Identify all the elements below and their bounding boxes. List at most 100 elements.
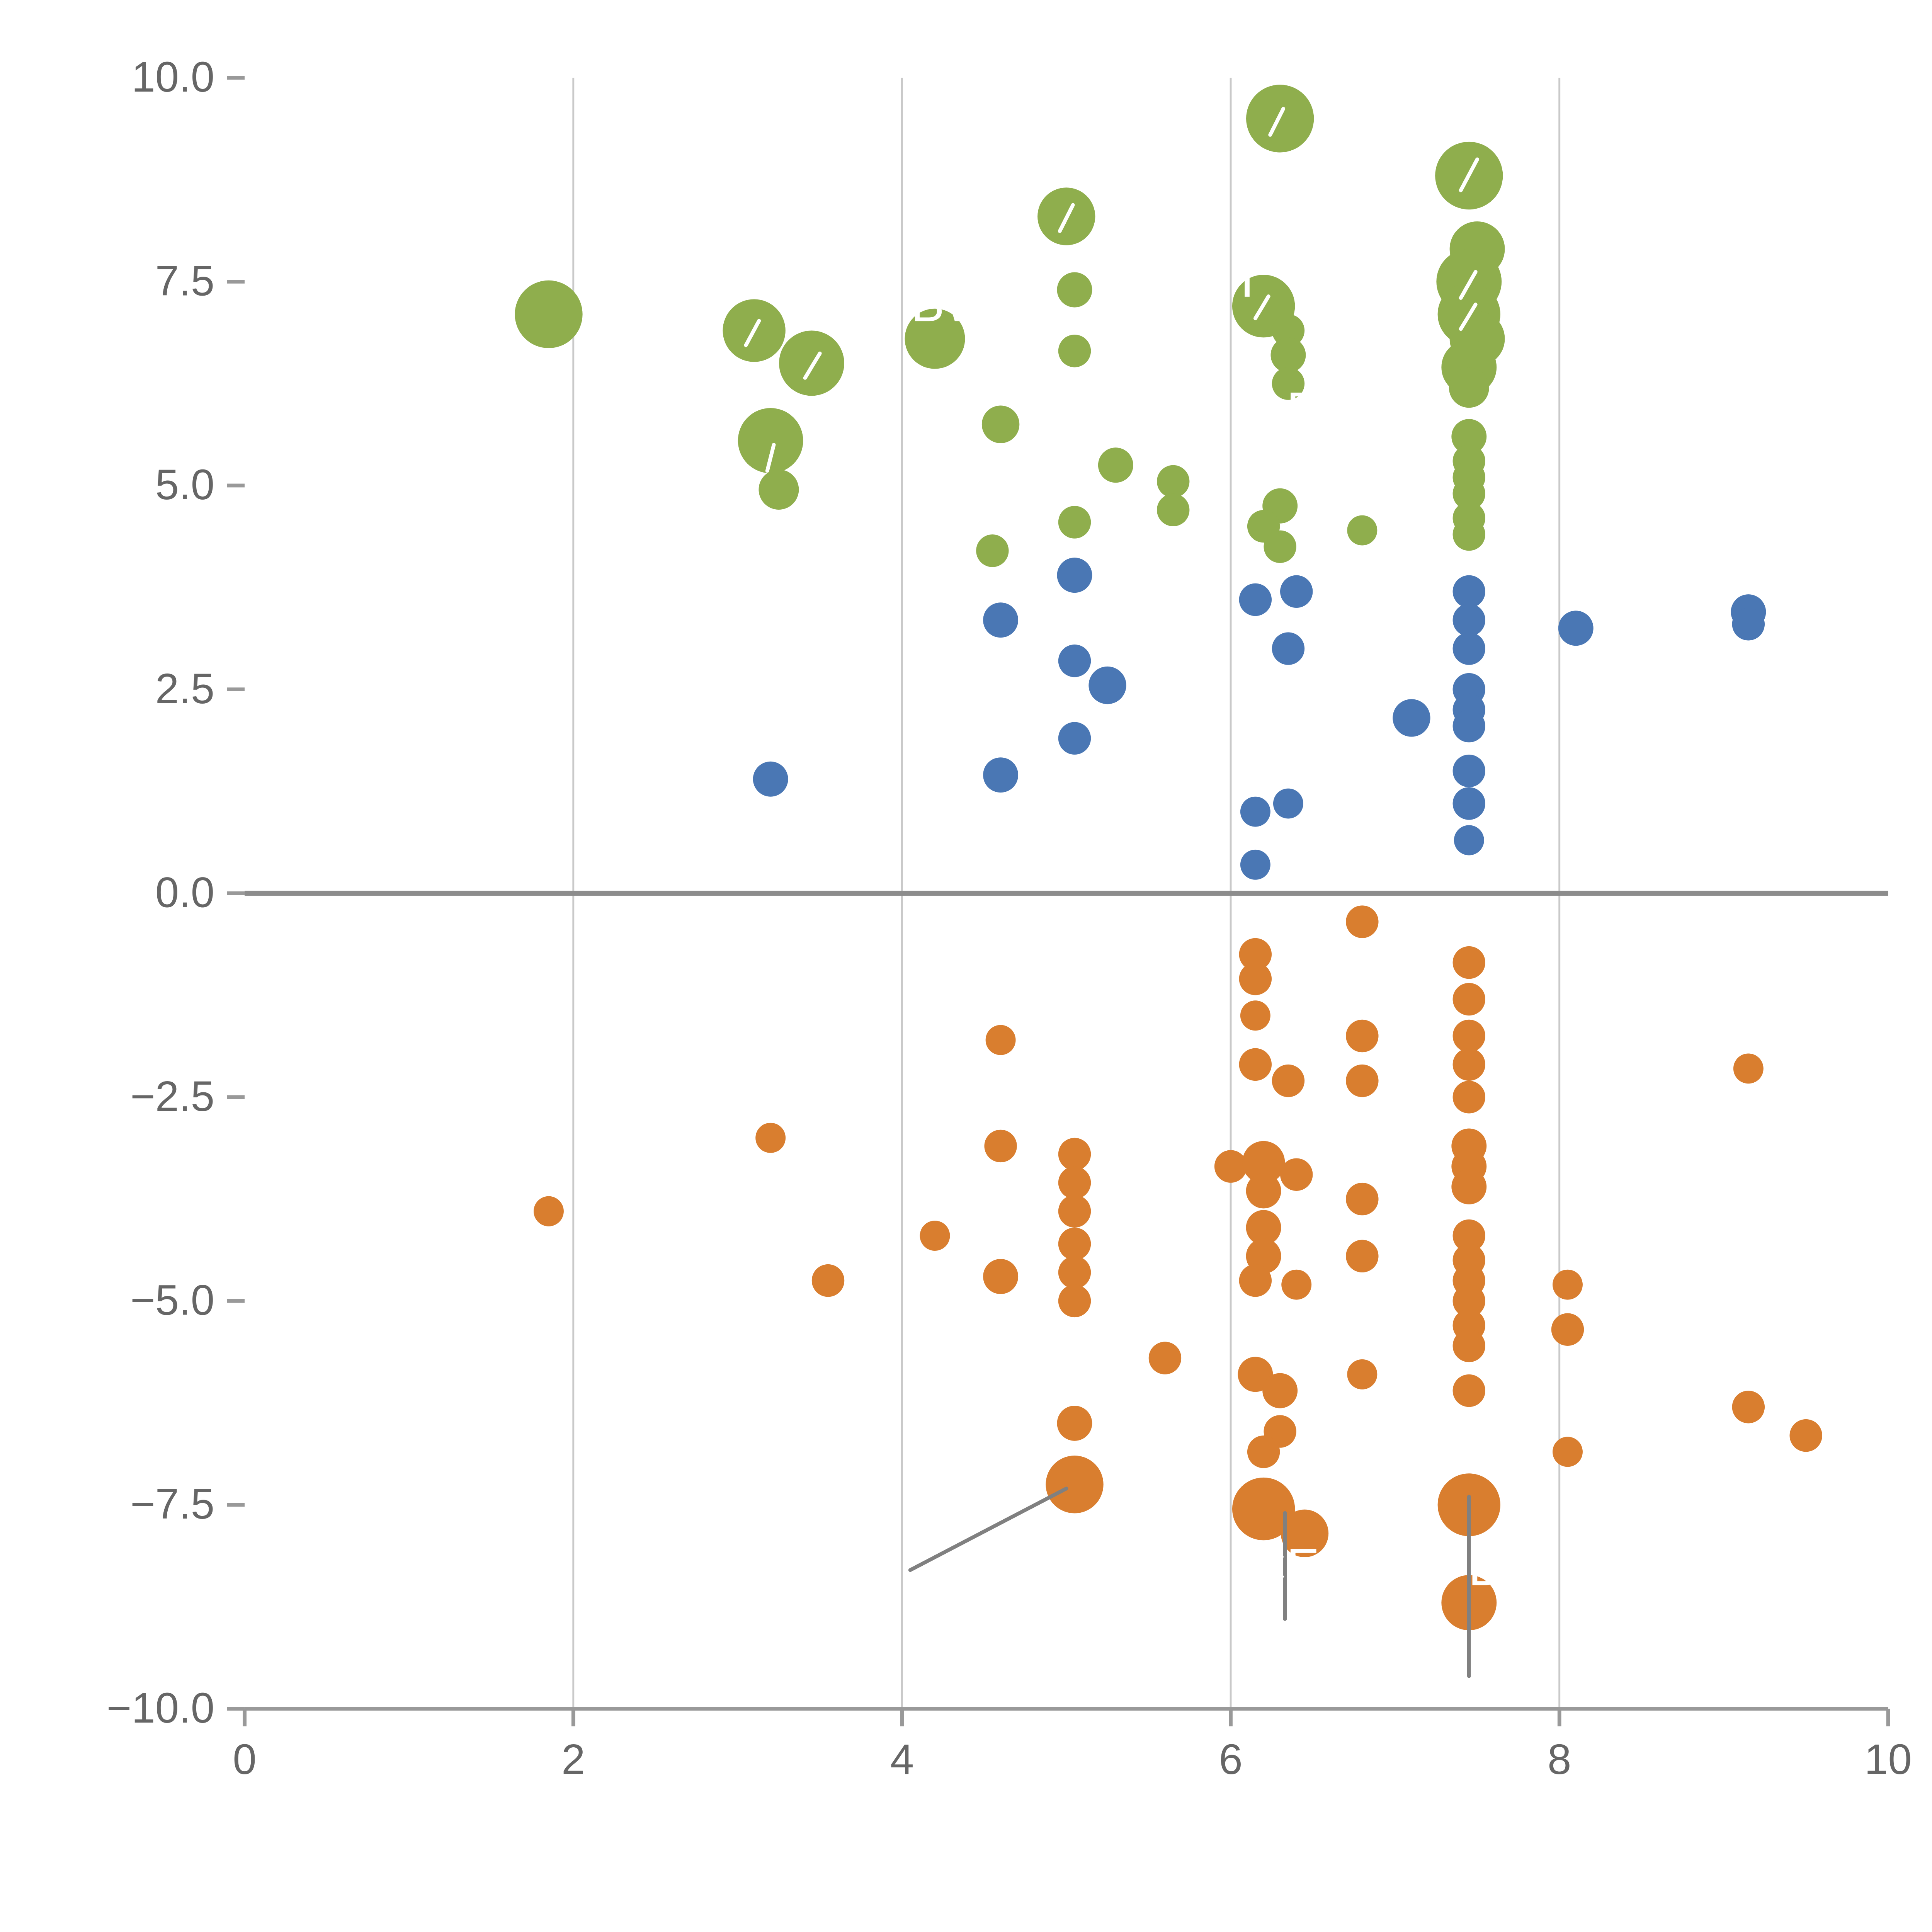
bubble[interactable]: [1346, 1019, 1379, 1053]
bubble[interactable]: [1058, 722, 1091, 755]
bubble[interactable]: [983, 1259, 1019, 1294]
bubble[interactable]: [1239, 1048, 1272, 1081]
bubble[interactable]: [811, 1264, 845, 1297]
bubble[interactable]: [1452, 1374, 1485, 1407]
bubble[interactable]: [1449, 367, 1489, 408]
bubble[interactable]: [515, 280, 583, 348]
bubble[interactable]: [1452, 946, 1485, 979]
bubble[interactable]: [1240, 1000, 1270, 1031]
bubble[interactable]: [1452, 575, 1485, 608]
bubble[interactable]: [920, 1221, 950, 1251]
bubble[interactable]: [1088, 666, 1126, 704]
bubble[interactable]: [1551, 1313, 1584, 1346]
bubble[interactable]: [1452, 1284, 1485, 1318]
bubble[interactable]: [1732, 1391, 1765, 1423]
bubble[interactable]: [1058, 1195, 1091, 1228]
bubble[interactable]: [1451, 1169, 1487, 1204]
bubble[interactable]: [1058, 335, 1091, 367]
bubble[interactable]: [1451, 419, 1487, 454]
bubble[interactable]: [1242, 1141, 1285, 1184]
bubble[interactable]: [1553, 1437, 1583, 1467]
bubble[interactable]: [1057, 272, 1092, 308]
bubble[interactable]: [1272, 314, 1305, 347]
bubble[interactable]: [1454, 825, 1484, 855]
bubble[interactable]: [1058, 1284, 1091, 1318]
bubble[interactable]: [1058, 1166, 1091, 1199]
bubble[interactable]: [1452, 632, 1485, 665]
bubble[interactable]: [1452, 1019, 1485, 1053]
bubble[interactable]: [1238, 1357, 1273, 1392]
bubble[interactable]: [1046, 1456, 1104, 1514]
bubble[interactable]: [1346, 1240, 1379, 1273]
bubble[interactable]: [1272, 367, 1305, 400]
bubble[interactable]: [1058, 645, 1091, 677]
bubble[interactable]: [1452, 1219, 1485, 1252]
bubble[interactable]: [1452, 1329, 1485, 1362]
bubble[interactable]: [1452, 518, 1485, 551]
bubble[interactable]: [1058, 1138, 1091, 1171]
bubble[interactable]: [1281, 1509, 1329, 1558]
bubble[interactable]: [983, 602, 1019, 638]
bubble[interactable]: [1262, 1373, 1298, 1408]
bubble[interactable]: [1281, 1269, 1312, 1300]
bubble[interactable]: [534, 1196, 564, 1226]
bubble[interactable]: [1273, 788, 1303, 819]
bubble[interactable]: [1148, 1342, 1182, 1374]
bubble[interactable]: [1246, 1210, 1281, 1245]
bubble[interactable]: [905, 308, 965, 369]
bubble[interactable]: [1452, 604, 1485, 636]
bubble[interactable]: [1239, 1264, 1272, 1297]
bubble[interactable]: [1239, 583, 1272, 616]
bubble[interactable]: [1452, 754, 1485, 787]
bubble[interactable]: [1270, 337, 1306, 373]
bubble[interactable]: [1246, 1173, 1281, 1209]
bubble[interactable]: [1240, 849, 1270, 880]
bubble[interactable]: [1272, 632, 1305, 665]
bubble[interactable]: [1733, 1053, 1764, 1084]
bubble[interactable]: [1272, 1064, 1305, 1097]
bubble[interactable]: [1558, 611, 1594, 646]
bubble[interactable]: [1280, 1158, 1313, 1191]
bubble[interactable]: [1553, 1269, 1583, 1300]
bubble[interactable]: [1346, 1064, 1379, 1097]
bubble[interactable]: [1393, 699, 1430, 737]
bubble[interactable]: [1452, 477, 1485, 510]
bubble[interactable]: [1347, 1359, 1378, 1389]
bubble[interactable]: [755, 1122, 786, 1153]
bubble[interactable]: [981, 405, 1020, 443]
bubble[interactable]: [1452, 787, 1485, 820]
bubble[interactable]: [1057, 1405, 1092, 1441]
bubble[interactable]: [1452, 983, 1485, 1016]
bubble[interactable]: [759, 469, 799, 510]
bubble[interactable]: [1347, 515, 1378, 546]
bubble[interactable]: [1156, 465, 1190, 498]
bubble[interactable]: [1156, 493, 1190, 527]
bubble[interactable]: [1058, 1227, 1091, 1260]
bubble[interactable]: [1239, 938, 1272, 971]
bubble[interactable]: [1789, 1419, 1822, 1452]
bubble[interactable]: [1232, 1477, 1295, 1541]
bubble[interactable]: [1058, 506, 1091, 539]
bubble[interactable]: [1452, 709, 1485, 743]
bubble[interactable]: [779, 330, 844, 396]
bubble[interactable]: [1280, 575, 1313, 608]
bubble[interactable]: [1058, 1256, 1091, 1289]
bubble[interactable]: [984, 1129, 1017, 1163]
bubble[interactable]: [983, 757, 1019, 793]
bubble[interactable]: [976, 534, 1009, 567]
bubble[interactable]: [753, 761, 788, 797]
bubble[interactable]: [1057, 558, 1092, 593]
bubble[interactable]: [1264, 530, 1296, 563]
bubble[interactable]: [1346, 1182, 1379, 1216]
bubble[interactable]: [1214, 1150, 1247, 1183]
bubble[interactable]: [1239, 963, 1272, 995]
bubble[interactable]: [1247, 1435, 1280, 1468]
bubble[interactable]: [1452, 1048, 1485, 1081]
bubble[interactable]: [1346, 905, 1379, 938]
bubble[interactable]: [1732, 608, 1765, 641]
bubble[interactable]: [1098, 447, 1133, 483]
bubble[interactable]: [738, 408, 803, 473]
bubble[interactable]: [985, 1025, 1016, 1055]
bubble[interactable]: [1452, 1081, 1485, 1114]
bubble[interactable]: [1240, 796, 1270, 827]
